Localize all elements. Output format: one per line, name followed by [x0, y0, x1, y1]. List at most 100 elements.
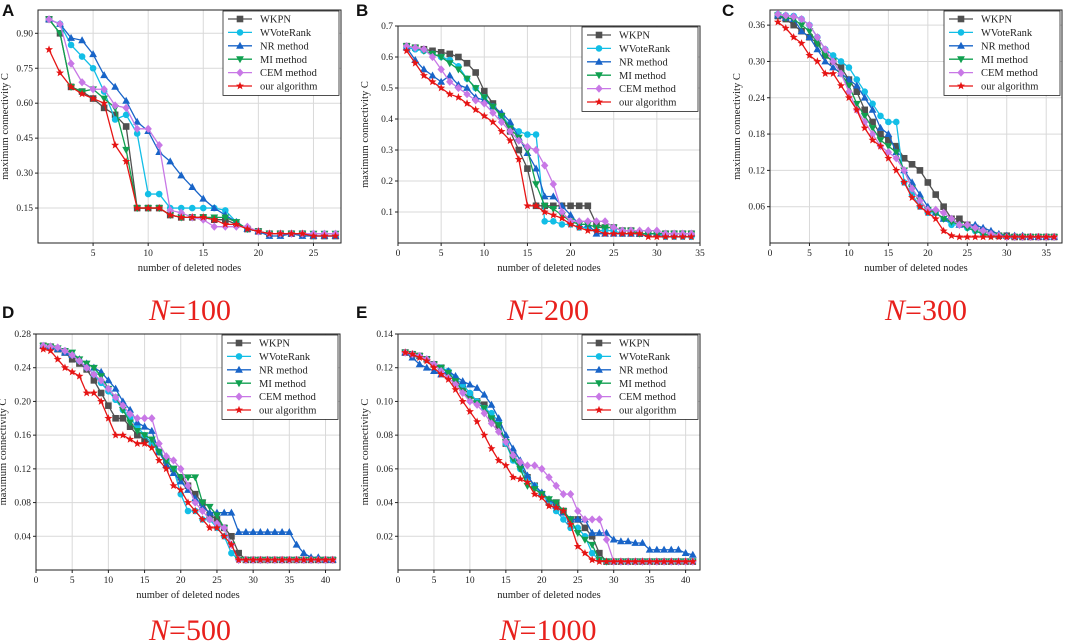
data-point	[829, 63, 838, 71]
data-point	[100, 99, 109, 107]
legend-marker	[595, 45, 603, 52]
data-point	[681, 549, 690, 557]
y-tick-label: 0.18	[748, 130, 765, 140]
plot-frame	[397, 333, 701, 571]
y-tick-label: 0.6	[381, 53, 393, 63]
data-point	[595, 528, 604, 536]
data-point	[813, 33, 822, 42]
data-point	[506, 118, 515, 125]
data-point	[133, 124, 141, 133]
data-point	[549, 192, 558, 200]
legend-marker	[595, 365, 603, 373]
series-our-algorithm	[402, 46, 696, 241]
data-point	[67, 33, 75, 41]
data-point	[140, 432, 149, 440]
data-point	[176, 485, 185, 494]
data-point	[514, 155, 523, 163]
data-point	[119, 414, 127, 422]
data-point	[90, 377, 98, 384]
data-point	[497, 127, 506, 135]
data-point	[411, 59, 420, 67]
data-point	[900, 154, 908, 162]
data-point	[122, 103, 130, 112]
data-point	[122, 157, 131, 165]
caption-variable: N	[506, 294, 529, 327]
data-point	[466, 380, 474, 388]
data-point	[155, 439, 163, 448]
legend-label: WKPN	[619, 31, 650, 42]
legend-marker	[235, 405, 243, 414]
y-tick-label: 0.16	[14, 431, 31, 441]
data-point	[320, 231, 329, 240]
legend-marker	[235, 392, 243, 401]
data-point	[445, 60, 454, 68]
data-point	[540, 161, 549, 170]
data-point	[446, 50, 454, 58]
data-point	[162, 452, 170, 461]
data-point	[235, 549, 242, 557]
data-point	[861, 117, 869, 127]
data-point	[837, 64, 845, 71]
data-point	[205, 508, 214, 516]
data-point	[206, 515, 214, 524]
data-point	[111, 393, 120, 402]
data-point	[278, 555, 287, 564]
x-tick-label: 5	[439, 249, 444, 259]
legend-marker	[236, 81, 244, 90]
data-point	[947, 214, 956, 223]
panel-caption: N=100	[148, 294, 231, 327]
data-point	[670, 232, 679, 241]
data-point	[805, 21, 814, 30]
x-tick-label: 0	[396, 576, 401, 586]
legend-marker	[595, 72, 603, 80]
data-point	[583, 226, 592, 234]
data-point	[860, 93, 869, 101]
data-point	[422, 356, 431, 365]
data-point	[932, 205, 940, 214]
x-tick-label: 15	[523, 249, 533, 259]
data-point	[624, 557, 633, 565]
data-point	[212, 523, 221, 532]
data-point	[299, 555, 308, 564]
y-tick-label: 0.3	[381, 146, 393, 156]
data-point	[191, 474, 200, 482]
x-tick-label: 5	[70, 576, 75, 586]
data-point	[100, 104, 108, 112]
legend-label: NR method	[981, 41, 1030, 52]
data-point	[773, 17, 782, 26]
data-point	[184, 507, 192, 515]
data-point	[166, 206, 174, 215]
legend-label: NR method	[259, 365, 308, 376]
data-point	[133, 414, 142, 423]
x-tick-label: 40	[681, 576, 691, 586]
data-point	[78, 78, 86, 87]
y-tick-label: 0.60	[16, 99, 33, 109]
x-tick-label: 40	[321, 576, 331, 586]
data-point	[411, 43, 419, 52]
data-point	[466, 397, 474, 406]
legend-marker	[236, 41, 244, 49]
data-point	[454, 93, 463, 101]
data-point	[213, 512, 221, 520]
data-point	[516, 474, 525, 483]
legend-label: our algorithm	[259, 406, 316, 417]
x-tick-label: 10	[844, 249, 854, 259]
data-point	[805, 28, 814, 36]
x-tick-label: 30	[1002, 249, 1012, 259]
legend-label: CEM method	[619, 392, 677, 403]
data-point	[932, 191, 940, 198]
y-tick-label: 0.2	[381, 177, 393, 187]
data-point	[451, 385, 460, 394]
data-point	[155, 141, 163, 150]
data-point	[54, 343, 62, 352]
data-point	[584, 202, 592, 210]
data-point	[437, 77, 446, 85]
data-point	[463, 99, 472, 107]
x-tick-label: 10	[480, 249, 490, 259]
x-tick-label: 0	[768, 249, 773, 259]
data-point	[177, 208, 185, 217]
data-point	[46, 342, 55, 351]
data-point	[60, 363, 69, 372]
data-point	[287, 229, 296, 238]
data-point	[104, 384, 113, 393]
